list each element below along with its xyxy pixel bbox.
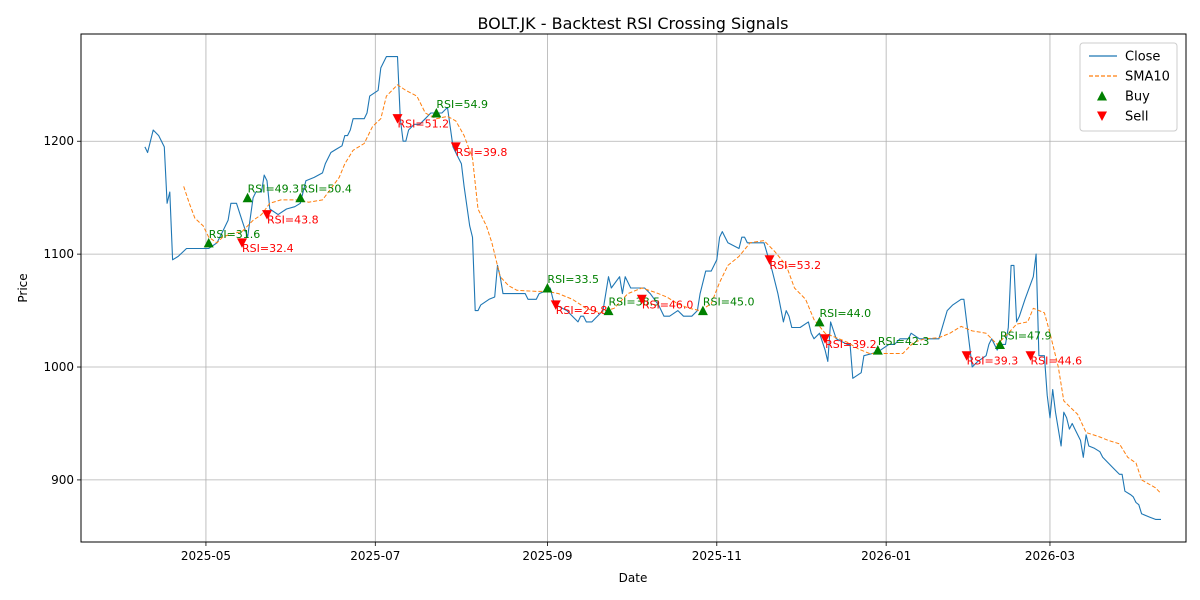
buy-signal-label: RSI=45.0	[703, 296, 755, 309]
buy-legend-label: Buy	[1125, 90, 1150, 105]
sell-signal-marker	[961, 351, 972, 361]
sell-legend-label: Sell	[1125, 110, 1148, 125]
buy-signal-marker	[203, 237, 214, 248]
sell-legend-swatch	[1097, 111, 1107, 121]
x-tick-label: 2025-09	[522, 549, 572, 563]
legend: Close SMA10 Buy Sell	[1079, 42, 1178, 132]
chart-title: BOLT.JK - Backtest RSI Crossing Signals	[477, 14, 788, 33]
buy-signal-label: RSI=47.9	[1000, 329, 1052, 342]
buy-signal-label: RSI=31.6	[209, 228, 261, 241]
sell-signal-marker	[550, 300, 561, 310]
x-tick-label: 2026-03	[1025, 549, 1075, 563]
buy-signal-marker	[697, 305, 708, 316]
buy-signal-marker	[295, 192, 306, 203]
sell-signal-marker	[262, 210, 273, 220]
grid	[81, 34, 1186, 542]
buy-signal-label: RSI=38.5	[609, 296, 661, 309]
y-tick-label: 900	[51, 473, 74, 487]
buy-signal-marker	[994, 339, 1005, 349]
x-tick-label: 2025-07	[350, 549, 400, 563]
sell-signal-marker	[392, 114, 403, 124]
buy-signal-marker	[242, 192, 253, 203]
sell-signal-label: RSI=39.3	[967, 355, 1019, 368]
sell-signal-marker	[820, 334, 831, 344]
sell-signal-marker	[237, 238, 248, 248]
sell-signal-label: RSI=51.2	[398, 118, 450, 131]
buy-signal-marker	[542, 283, 553, 293]
close-series-line	[144, 56, 1161, 520]
y-axis: 900 1000 1100 1200	[43, 134, 81, 487]
buy-legend-swatch	[1097, 91, 1107, 101]
x-axis-title: Date	[619, 571, 648, 585]
sell-signal-marker	[1025, 351, 1036, 361]
plot-frame	[80, 33, 1187, 543]
y-tick-label: 1200	[43, 134, 74, 148]
x-axis: 2025-05 2025-07 2025-09 2025-11 2026-01 2026-…	[181, 542, 1075, 563]
buy-signal-label: RSI=33.5	[547, 273, 599, 286]
sell-signal-label: RSI=43.8	[267, 214, 319, 227]
sell-signal-label: RSI=39.2	[825, 338, 877, 351]
y-axis-title: Price	[16, 273, 30, 302]
sma10-legend-label: SMA10	[1125, 70, 1170, 85]
buy-signal-label: RSI=54.9	[436, 98, 488, 111]
sell-signal-label: RSI=46.0	[642, 298, 694, 311]
sell-signal-label: RSI=29.8	[556, 304, 608, 317]
x-tick-label: 2026-01	[861, 549, 911, 563]
buy-signal-label: RSI=50.4	[300, 183, 352, 196]
x-tick-label: 2025-05	[181, 549, 231, 563]
buy-signal-marker	[814, 316, 825, 327]
sell-signal-label: RSI=39.8	[456, 146, 508, 159]
buy-signal-marker	[431, 108, 442, 118]
buy-signal-marker	[872, 345, 883, 355]
legend-box	[1079, 42, 1178, 132]
close-legend-label: Close	[1125, 50, 1160, 65]
sell-signal-label: RSI=53.2	[770, 259, 822, 272]
series-layer	[144, 56, 1162, 520]
sell-signal-marker	[764, 255, 775, 265]
sell-signal-marker	[636, 294, 647, 305]
x-tick-label: 2025-11	[692, 549, 742, 563]
buy-signal-label: RSI=44.0	[820, 307, 872, 320]
buy-signal-marker	[603, 305, 614, 316]
y-tick-label: 1000	[43, 360, 74, 374]
sell-signal-label: RSI=32.4	[242, 242, 294, 255]
sell-signal-label: RSI=44.6	[1031, 355, 1083, 368]
y-tick-label: 1100	[43, 247, 74, 261]
buy-signal-label: RSI=42.3	[878, 335, 930, 348]
sell-signal-marker	[450, 142, 461, 152]
buy-signal-label: RSI=49.3	[248, 183, 300, 196]
